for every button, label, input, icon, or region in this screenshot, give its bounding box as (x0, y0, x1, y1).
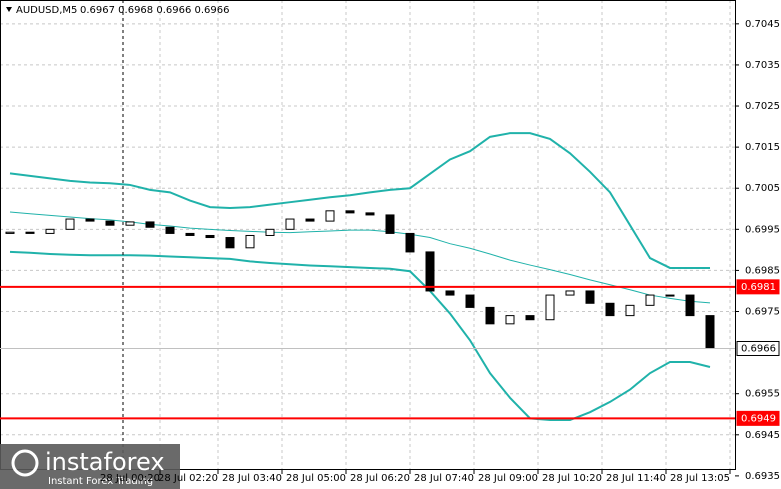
level-label-box (736, 410, 780, 426)
candle-body (465, 294, 475, 308)
candle-body (425, 251, 435, 292)
x-tick-label: 28 Jul 13:05 (670, 473, 730, 484)
y-tick-label: 0.6945 (745, 430, 780, 441)
candle-body (705, 315, 715, 349)
candle-body (625, 304, 635, 317)
y-tick-label: 0.7025 (745, 101, 780, 112)
quote: 0.6967 0.6968 0.6966 0.6966 (80, 5, 230, 16)
candle-body (105, 220, 115, 226)
candle-body (325, 210, 335, 222)
x-tick-label: 28 Jul 02:20 (158, 473, 218, 484)
candle-body (225, 237, 235, 249)
candle-body (605, 302, 615, 317)
candle-body (125, 221, 135, 226)
candle-body (285, 218, 295, 230)
x-tick-label: 28 Jul 06:20 (350, 473, 410, 484)
symbol: AUDUSD,M5 (16, 5, 77, 16)
candle-body (5, 231, 15, 234)
candle-body (585, 290, 595, 304)
band-line (9, 250, 711, 421)
candle-body (205, 234, 215, 239)
candle-body (245, 234, 255, 249)
y-tick-label: 0.6935 (745, 471, 780, 482)
candle-body (545, 294, 555, 321)
level-label-box (736, 340, 780, 356)
candle-body (505, 315, 515, 325)
candle-body (405, 232, 415, 253)
candle-body (165, 226, 175, 234)
y-tick-label: 0.6985 (745, 265, 780, 276)
logo-slogan: Instant Forex Trading (48, 476, 153, 487)
x-tick-label: 28 Jul 00:20 (100, 473, 160, 484)
level-label: 0.6949 (741, 413, 776, 424)
candle-body (685, 294, 695, 317)
candle-body (525, 315, 535, 321)
level-label: 0.6981 (741, 282, 776, 293)
y-tick-label: 0.6995 (745, 224, 780, 235)
band-line (9, 132, 710, 269)
x-tick-label: 28 Jul 05:00 (286, 473, 346, 484)
candle-body (385, 214, 395, 234)
level-label-box (736, 279, 780, 295)
candle-body (85, 218, 95, 222)
candle-body (45, 228, 55, 234)
candle-body (185, 232, 195, 236)
x-tick-label: 28 Jul 07:40 (414, 473, 474, 484)
logo-text: instaforex (45, 448, 165, 476)
candle-body (25, 231, 35, 234)
candle-body (665, 294, 675, 297)
candle-body (365, 212, 375, 216)
x-tick-label: 28 Jul 09:00 (478, 473, 538, 484)
candle-body (345, 210, 355, 214)
candle-body (65, 218, 75, 230)
candle-body (445, 290, 455, 296)
level-label: 0.6966 (741, 343, 776, 354)
x-tick-label: 28 Jul 11:40 (606, 473, 666, 484)
plot-border (0, 0, 736, 470)
candle-body (265, 228, 275, 236)
y-tick-label: 0.7045 (745, 19, 780, 30)
x-tick-label: 28 Jul 03:40 (222, 473, 282, 484)
candle-body (565, 290, 575, 296)
y-tick-label: 0.7015 (745, 142, 780, 153)
candle-body (485, 306, 495, 325)
menu-arrow (6, 7, 12, 12)
logo-icon (11, 449, 39, 477)
candle-body (645, 294, 655, 306)
y-tick-label: 0.7035 (745, 60, 780, 71)
x-tick-label: 28 Jul 10:20 (542, 473, 602, 484)
y-tick-label: 0.7005 (745, 183, 780, 194)
y-tick-label: 0.6955 (745, 389, 780, 400)
candle-body (145, 221, 155, 228)
logo: instaforex Instant Forex Trading (0, 444, 180, 489)
candle-body (305, 218, 315, 222)
y-tick-label: 0.6975 (745, 307, 780, 318)
